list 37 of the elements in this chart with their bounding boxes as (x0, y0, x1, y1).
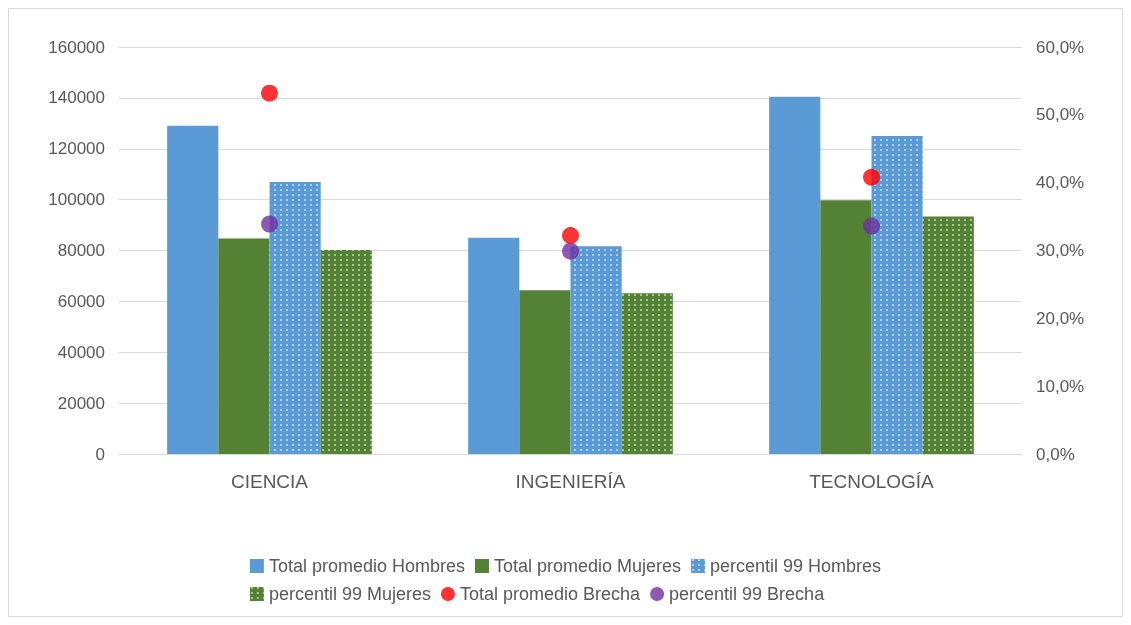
y-tick-label: 20000 (57, 393, 105, 413)
legend-label: percentil 99 Hombres (710, 556, 882, 576)
y-tick-label: 120000 (48, 139, 105, 159)
y-tick-label: 40000 (57, 342, 105, 362)
x-tick-label: CIENCIA (230, 471, 309, 492)
y2-tick-label: 50,0% (1036, 105, 1085, 125)
point (562, 242, 579, 260)
y2-tick-label: 30,0% (1036, 241, 1085, 260)
y2-tick-label: 40,0% (1036, 173, 1085, 193)
point (261, 215, 278, 233)
y2-tick-label: 0,0% (1036, 444, 1075, 464)
legend-label: percentil 99 Mujeres (268, 584, 431, 604)
bar (519, 290, 571, 454)
y-tick-label: 0 (95, 444, 105, 464)
bar (769, 96, 821, 454)
point (863, 168, 880, 186)
y-tick-label: 100000 (48, 190, 105, 210)
y-tick-label: 160000 (48, 37, 105, 57)
legend-label: Total promedio Hombres (268, 556, 465, 576)
point (562, 227, 579, 245)
bar (167, 125, 219, 454)
x-tick-label: INGENIERÍA (515, 471, 626, 492)
bar (820, 200, 872, 454)
bar (218, 238, 270, 454)
y-tick-label: 60000 (57, 291, 105, 311)
legend-label: percentil 99 Brecha (669, 584, 826, 604)
y2-tick-label: 60,0% (1036, 37, 1085, 57)
legend-label: Total promedio Brecha (459, 584, 642, 604)
y-tick-label: 140000 (48, 88, 105, 108)
legend-label: Total promedio Mujeres (493, 556, 682, 576)
y2-tick-label: 20,0% (1036, 308, 1085, 328)
point (863, 217, 880, 235)
bar (468, 237, 520, 454)
x-tick-label: TECNOLOGÍA (809, 471, 935, 492)
y-tick-label: 80000 (57, 241, 105, 260)
point (261, 84, 278, 102)
y2-tick-label: 10,0% (1036, 376, 1085, 396)
